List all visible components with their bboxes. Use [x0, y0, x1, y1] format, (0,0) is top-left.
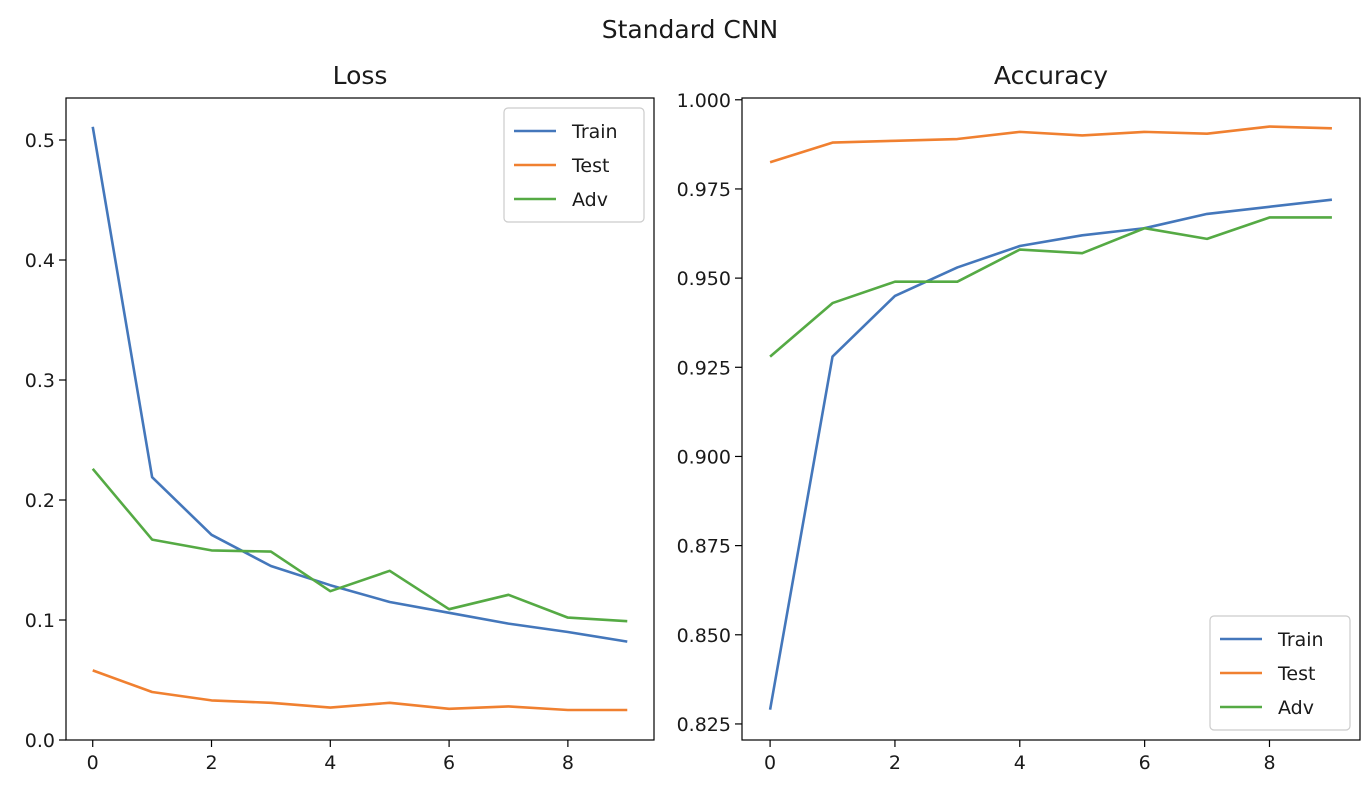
loss-title: Loss: [333, 61, 388, 90]
loss-series-train: [91, 126, 628, 643]
accuracy-y-tick-label: 1.000: [677, 90, 731, 112]
accuracy-x-tick-label: 2: [889, 752, 901, 774]
accuracy-legend-label-train: Train: [1277, 629, 1324, 651]
accuracy-series-train: [768, 198, 1333, 710]
accuracy-y-tick-label: 0.925: [677, 357, 731, 379]
loss-series-adv: [91, 467, 628, 623]
accuracy-legend-label-test: Test: [1277, 663, 1315, 685]
figure-title: Standard CNN: [602, 15, 779, 44]
loss-axes-frame: [65, 97, 655, 741]
loss-legend-label-adv: Adv: [572, 189, 608, 211]
accuracy-x-tick-label: 6: [1139, 752, 1151, 774]
loss-x-tick-label: 4: [324, 752, 336, 774]
accuracy-series-test: [769, 125, 1332, 164]
accuracy-series-adv: [769, 216, 1332, 358]
loss-y-tick-label: 0.5: [25, 130, 55, 152]
accuracy-legend-box: [1209, 615, 1351, 731]
loss-legend-box: [503, 107, 645, 223]
accuracy-x-tick-label: 8: [1263, 752, 1275, 774]
accuracy-y-tick-label: 0.900: [677, 446, 731, 468]
accuracy-y-tick-label: 0.850: [677, 625, 731, 647]
loss-y-tick-label: 0.4: [25, 250, 55, 272]
accuracy-plot: Accuracy 0 2 4 6 8 0.825 0.850 0.875 0.900 0.925 0.…: [677, 61, 1361, 774]
loss-legend: Train Test Adv: [503, 107, 645, 223]
loss-legend-label-train: Train: [571, 121, 618, 143]
accuracy-x-tick-label: 4: [1014, 752, 1026, 774]
accuracy-y-tick-label: 0.975: [677, 179, 731, 201]
loss-y-tick-label: 0.2: [25, 490, 55, 512]
loss-series-test: [92, 669, 628, 712]
loss-x-tick-label: 8: [562, 752, 574, 774]
accuracy-x-tick-label: 0: [764, 752, 776, 774]
loss-plot: Loss 0 2 4 6 8 0.0 0.1 0.2 0.3 0.4 0.5 Train Test Adv: [25, 61, 655, 774]
accuracy-title: Accuracy: [994, 61, 1108, 90]
loss-legend-label-test: Test: [571, 155, 609, 177]
loss-y-tick-label: 0.1: [25, 610, 55, 632]
loss-y-tick-label: 0.0: [25, 730, 55, 752]
accuracy-y-tick-label: 0.950: [677, 268, 731, 290]
accuracy-axes-frame: [741, 97, 1361, 741]
loss-x-tick-label: 2: [205, 752, 217, 774]
accuracy-y-tick-label: 0.825: [677, 714, 731, 736]
loss-y-tick-label: 0.3: [25, 370, 55, 392]
loss-x-tick-label: 6: [443, 752, 455, 774]
accuracy-legend-label-adv: Adv: [1278, 697, 1314, 719]
loss-x-tick-label: 0: [87, 752, 99, 774]
accuracy-legend: Train Test Adv: [1209, 615, 1351, 731]
accuracy-y-tick-label: 0.875: [677, 536, 731, 558]
